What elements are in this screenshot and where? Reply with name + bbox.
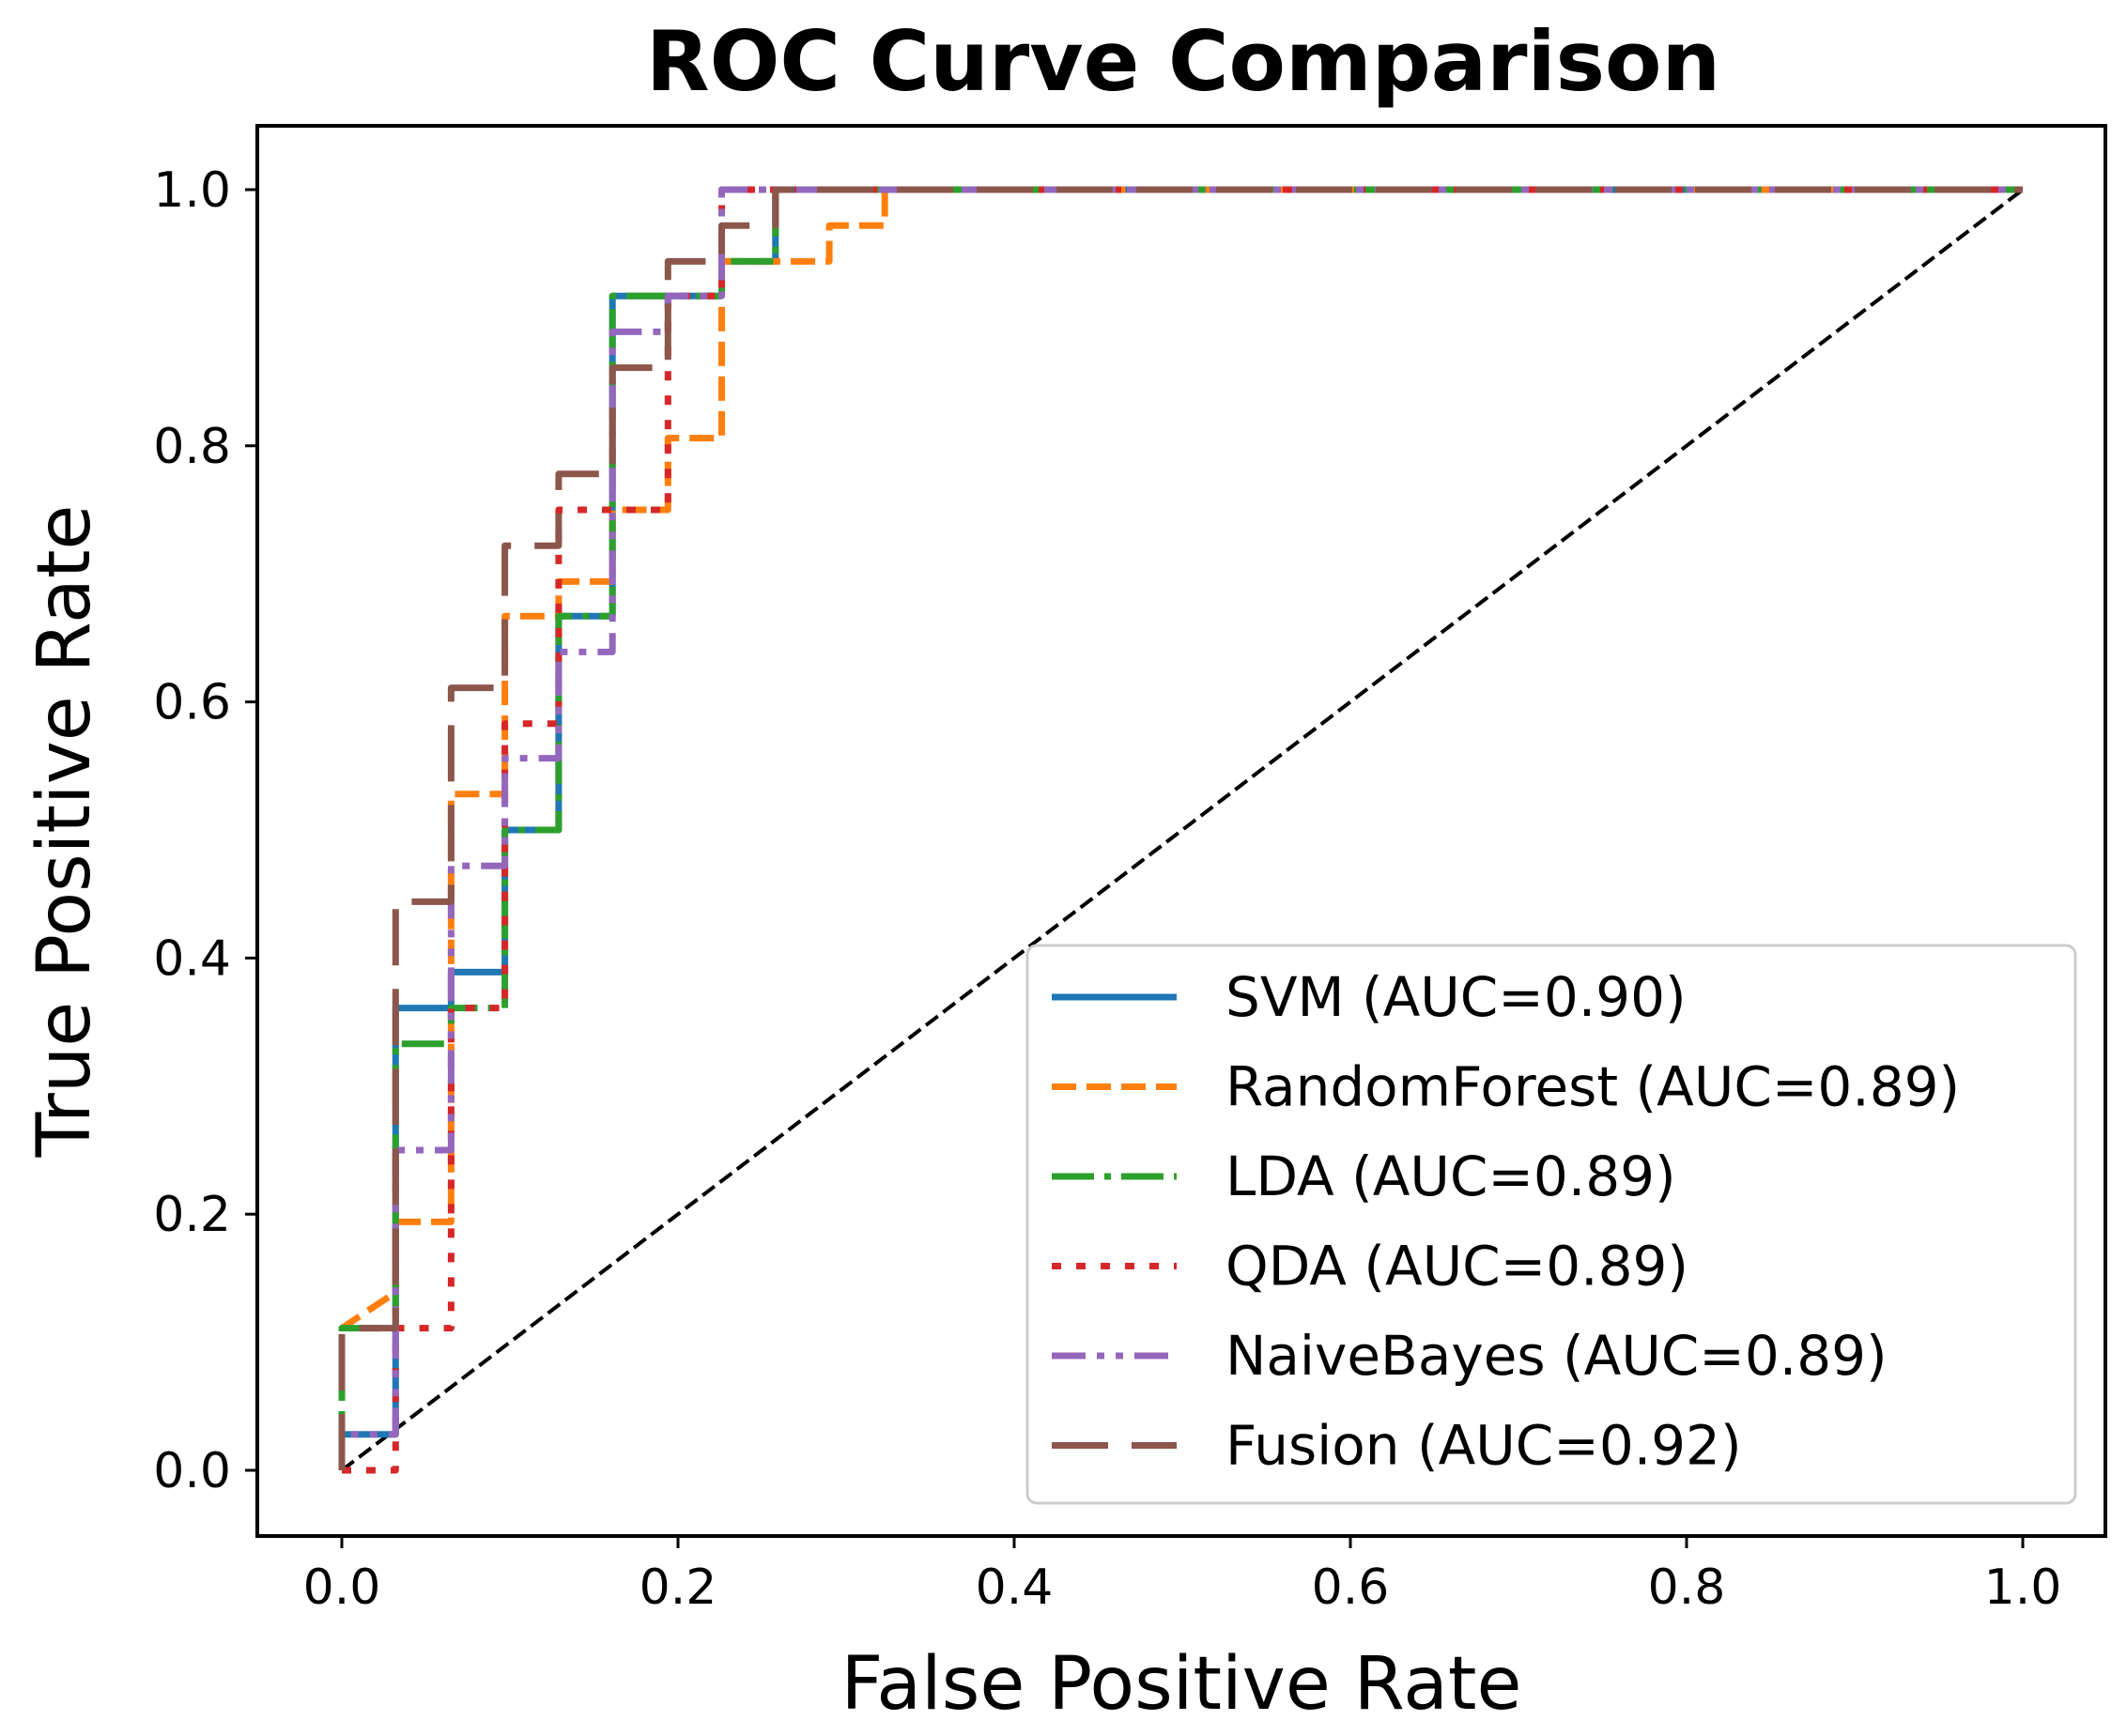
x-tick-label: 0.0 — [303, 1559, 381, 1616]
chance-diagonal-line — [340, 188, 2025, 1472]
x-tick-label: 1.0 — [1984, 1559, 2062, 1616]
chart-title: ROC Curve Comparison — [646, 13, 1720, 110]
legend-label-1: RandomForest (AUC=0.89) — [1225, 1055, 1960, 1119]
legend-label-4: NaiveBayes (AUC=0.89) — [1225, 1324, 1888, 1388]
x-axis: 0.0 0.2 0.4 0.6 0.8 1.0 — [303, 1536, 2062, 1616]
x-tick-label: 0.2 — [640, 1559, 717, 1616]
y-tick-label: 1.0 — [153, 162, 231, 219]
legend-box — [1025, 944, 2077, 1505]
legend-label-3: QDA (AUC=0.89) — [1225, 1235, 1688, 1298]
series-line-5 — [338, 186, 2023, 1470]
y-tick-label: 0.0 — [153, 1443, 231, 1499]
x-tick-label: 0.6 — [1312, 1559, 1390, 1616]
legend-label-5: Fusion (AUC=0.92) — [1225, 1414, 1742, 1478]
x-tick-label: 0.8 — [1648, 1559, 1726, 1616]
series-line-2 — [338, 186, 2023, 1470]
legend-label-0: SVM (AUC=0.90) — [1225, 965, 1687, 1029]
y-tick-label: 0.6 — [153, 675, 231, 731]
y-axis-label: True Positive Rate — [23, 505, 107, 1159]
x-tick-label: 0.4 — [976, 1559, 1054, 1616]
y-tick-label: 0.4 — [153, 930, 231, 987]
y-axis: 0.0 0.2 0.4 0.6 0.8 1.0 — [153, 162, 257, 1499]
series-line-3 — [342, 186, 2023, 1474]
plot-frame — [255, 124, 2107, 1538]
curves — [338, 186, 2025, 1474]
y-tick-label: 0.2 — [153, 1187, 231, 1243]
legend-label-2: LDA (AUC=0.89) — [1225, 1145, 1676, 1208]
y-tick-label: 0.8 — [153, 419, 231, 475]
x-axis-label: False Positive Rate — [841, 1642, 1522, 1727]
legend: SVM (AUC=0.90) RandomForest (AUC=0.89) LDA… — [1025, 944, 2077, 1505]
